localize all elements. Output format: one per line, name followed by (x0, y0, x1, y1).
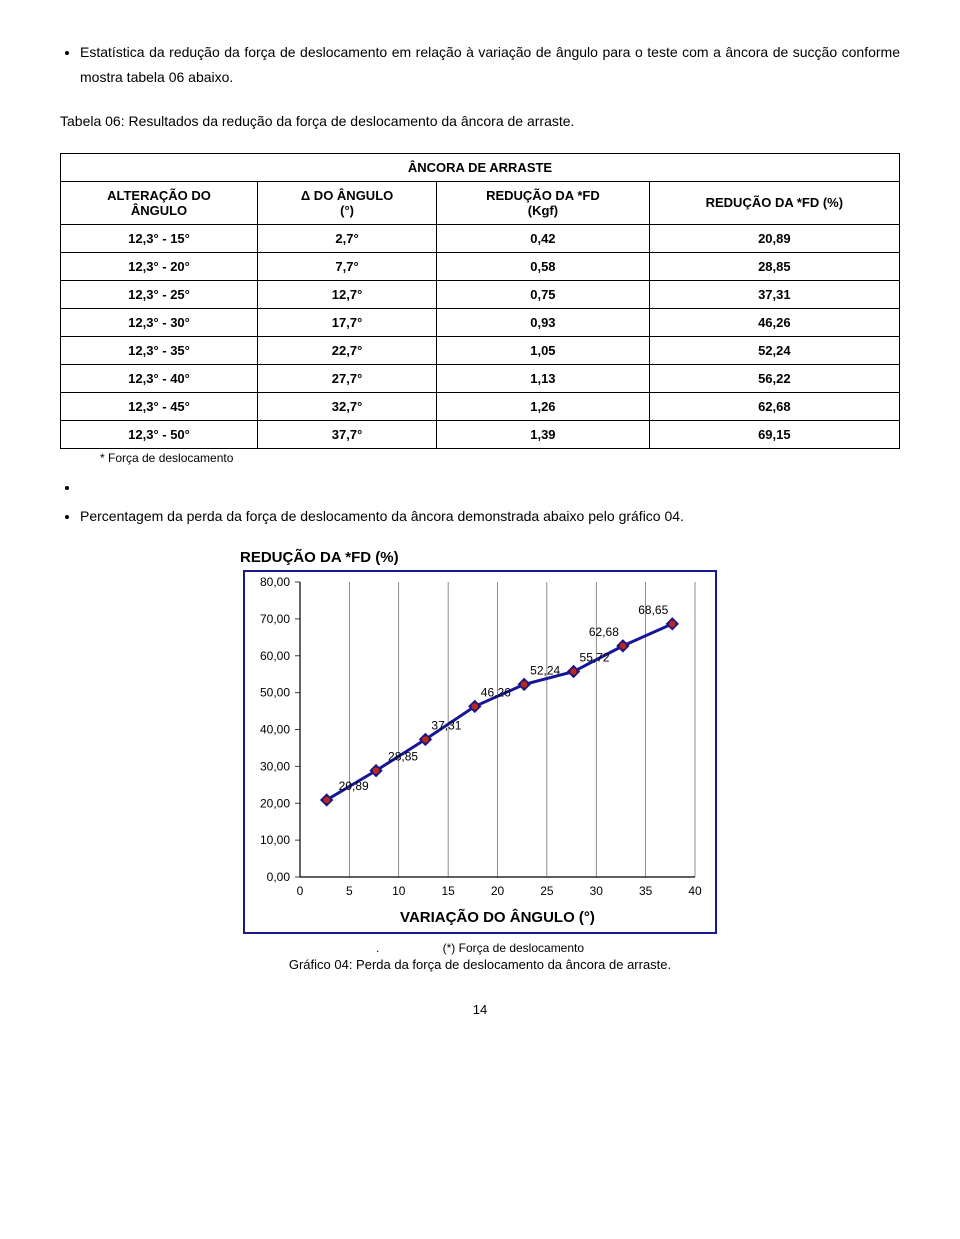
svg-text:5: 5 (346, 884, 353, 898)
svg-text:46,26: 46,26 (481, 686, 511, 700)
col-header-2: Δ DO ÂNGULO (°) (258, 181, 437, 224)
svg-text:20: 20 (491, 884, 505, 898)
svg-text:70,00: 70,00 (260, 612, 290, 626)
svg-text:37,31: 37,31 (431, 719, 461, 733)
table-cell: 12,3° - 15° (61, 224, 258, 252)
table-cell: 46,26 (649, 308, 899, 336)
table-row: 12,3° - 40°27,7°1,1356,22 (61, 364, 900, 392)
table-cell: 0,93 (437, 308, 650, 336)
table-title: ÂNCORA DE ARRASTE (61, 153, 900, 181)
table-cell: 22,7° (258, 336, 437, 364)
svg-text:30,00: 30,00 (260, 760, 290, 774)
table-row: 12,3° - 45°32,7°1,2662,68 (61, 392, 900, 420)
table-row: 12,3° - 30°17,7°0,9346,26 (61, 308, 900, 336)
table-row: 12,3° - 15°2,7°0,4220,89 (61, 224, 900, 252)
table-cell: 1,39 (437, 420, 650, 448)
col-header-4: REDUÇÃO DA *FD (%) (649, 181, 899, 224)
svg-text:0: 0 (297, 884, 304, 898)
table-cell: 52,24 (649, 336, 899, 364)
table-cell: 1,05 (437, 336, 650, 364)
table-cell: 37,7° (258, 420, 437, 448)
col-header-3: REDUÇÃO DA *FD (Kgf) (437, 181, 650, 224)
table-footnote: * Força de deslocamento (100, 451, 900, 465)
table-cell: 56,22 (649, 364, 899, 392)
table-cell: 27,7° (258, 364, 437, 392)
table-cell: 12,3° - 20° (61, 252, 258, 280)
svg-text:62,68: 62,68 (589, 625, 619, 639)
svg-text:35: 35 (639, 884, 653, 898)
empty-bullet (80, 475, 900, 500)
chart-footnote: (*) Força de deslocamento (443, 941, 584, 955)
chart-caption: Gráfico 04: Perda da força de deslocamen… (60, 957, 900, 972)
table-row: 12,3° - 50°37,7°1,3969,15 (61, 420, 900, 448)
svg-text:VARIAÇÃO DO ÂNGULO (°): VARIAÇÃO DO ÂNGULO (°) (400, 908, 595, 926)
table-cell: 12,3° - 40° (61, 364, 258, 392)
table-cell: 0,42 (437, 224, 650, 252)
svg-text:40: 40 (688, 884, 702, 898)
intro-bullet: Estatística da redução da força de deslo… (80, 40, 900, 90)
chart-intro-bullet: Percentagem da perda da força de desloca… (80, 504, 900, 529)
svg-text:0,00: 0,00 (267, 870, 291, 884)
table-cell: 12,3° - 50° (61, 420, 258, 448)
svg-text:30: 30 (590, 884, 604, 898)
svg-text:10: 10 (392, 884, 406, 898)
col-header-1: ALTERAÇÃO DO ÂNGULO (61, 181, 258, 224)
table-intro: Tabela 06: Resultados da redução da forç… (60, 110, 900, 132)
svg-text:15: 15 (441, 884, 455, 898)
table-cell: 7,7° (258, 252, 437, 280)
svg-text:50,00: 50,00 (260, 686, 290, 700)
line-chart: 0,00 10,00 20,00 30,00 40,00 50,00 60,00 70,00 8… (243, 570, 717, 934)
table-cell: 0,75 (437, 280, 650, 308)
table-cell: 1,26 (437, 392, 650, 420)
table-cell: 17,7° (258, 308, 437, 336)
svg-text:40,00: 40,00 (260, 723, 290, 737)
table-cell: 12,7° (258, 280, 437, 308)
table-cell: 62,68 (649, 392, 899, 420)
table-row: 12,3° - 35°22,7°1,0552,24 (61, 336, 900, 364)
svg-text:10,00: 10,00 (260, 833, 290, 847)
svg-text:80,00: 80,00 (260, 575, 290, 589)
table-cell: 12,3° - 30° (61, 308, 258, 336)
table-cell: 2,7° (258, 224, 437, 252)
data-table: ÂNCORA DE ARRASTE ALTERAÇÃO DO ÂNGULO Δ … (60, 153, 900, 449)
table-cell: 1,13 (437, 364, 650, 392)
svg-text:68,65: 68,65 (638, 603, 668, 617)
svg-text:28,85: 28,85 (388, 750, 418, 764)
table-row: 12,3° - 20°7,7°0,5828,85 (61, 252, 900, 280)
page-number: 14 (60, 1002, 900, 1017)
table-cell: 69,15 (649, 420, 899, 448)
table-cell: 32,7° (258, 392, 437, 420)
table-cell: 12,3° - 45° (61, 392, 258, 420)
chart-title: REDUÇÃO DA *FD (%) (240, 549, 900, 566)
svg-text:52,24: 52,24 (530, 664, 560, 678)
chart-dot: . (376, 941, 379, 955)
table-cell: 0,58 (437, 252, 650, 280)
table-cell: 37,31 (649, 280, 899, 308)
table-cell: 12,3° - 25° (61, 280, 258, 308)
table-row: 12,3° - 25°12,7°0,7537,31 (61, 280, 900, 308)
table-cell: 28,85 (649, 252, 899, 280)
svg-text:60,00: 60,00 (260, 649, 290, 663)
svg-text:20,89: 20,89 (339, 779, 369, 793)
table-cell: 12,3° - 35° (61, 336, 258, 364)
svg-text:20,00: 20,00 (260, 796, 290, 810)
svg-text:55,72: 55,72 (580, 651, 610, 665)
table-cell: 20,89 (649, 224, 899, 252)
svg-text:25: 25 (540, 884, 554, 898)
